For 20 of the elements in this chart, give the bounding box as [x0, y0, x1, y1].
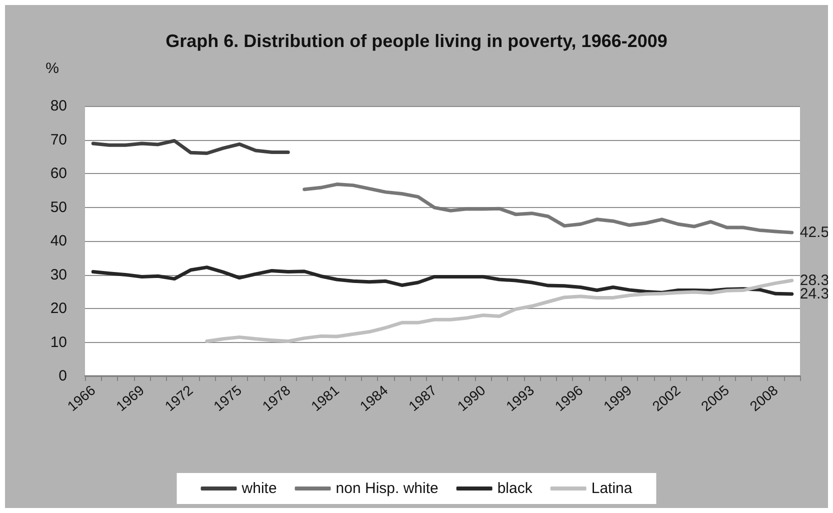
- legend-label: white: [240, 480, 277, 497]
- line-series: [205, 278, 794, 343]
- data-label: 42.5: [800, 224, 830, 242]
- y-tick-label: 70: [50, 131, 67, 148]
- y-axis-title: %: [46, 60, 59, 77]
- legend-label: Latina: [591, 480, 633, 497]
- y-tick-label: 80: [50, 98, 67, 114]
- line-series: [91, 266, 794, 296]
- y-tick-label: 40: [50, 232, 67, 250]
- y-tick-label: 30: [50, 266, 67, 284]
- y-tick-label: 20: [50, 300, 67, 317]
- y-tick-label: 0: [58, 368, 67, 384]
- y-tick-label: 60: [50, 165, 67, 182]
- y-tick-label: 10: [50, 334, 67, 351]
- line-series: [302, 182, 794, 234]
- line-series: [91, 139, 290, 155]
- legend-label: black: [497, 480, 533, 497]
- y-tick-label: 50: [50, 198, 67, 216]
- chart-title: Graph 6. Distribution of people living in poverty, 1966-2009: [166, 31, 668, 51]
- legend-label: non Hisp. white: [336, 480, 438, 497]
